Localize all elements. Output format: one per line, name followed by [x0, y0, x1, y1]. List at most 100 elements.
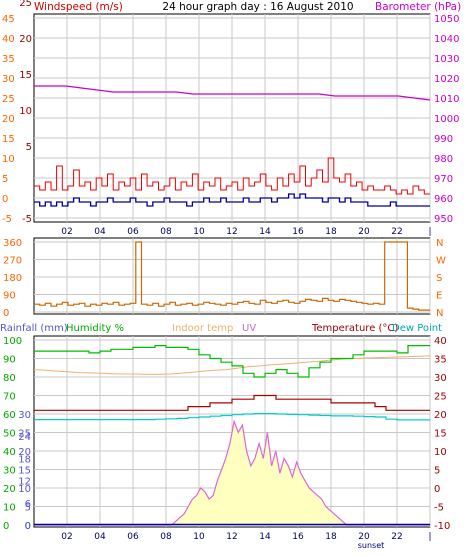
wind-tick-label-outer: 35 [2, 54, 15, 65]
wind-tick-label-inner: 10 [19, 106, 32, 117]
barometer-tick-label: 960 [434, 194, 453, 205]
compass-tick-label: N [436, 238, 443, 249]
direction-tick-label: 90 [3, 291, 16, 302]
humidity-tick-label: 80 [3, 373, 16, 384]
conditions-panel: 02 04 06 08 10 12 14 16 18 20 22 |sunset10090807060… [3, 335, 450, 550]
humidity-tick-label: 60 [3, 410, 16, 421]
barometer-tick-label: 1050 [434, 14, 459, 25]
wind-tick-label-outer: 30 [2, 74, 15, 85]
direction-tick-label: 270 [3, 256, 22, 267]
x-tick-label: 10 [193, 532, 205, 542]
barometer-tick-label: 990 [434, 134, 453, 145]
temperature-tick-label: 35 [434, 355, 447, 366]
wind-tick-label-inner: 5 [26, 142, 32, 153]
dew-point-label: Dew Point [392, 323, 442, 334]
uv-tick-label: 15 [18, 466, 31, 477]
windspeed-axis-title: Windspeed (m/s) [34, 1, 123, 13]
temperature-tick-label: 5 [434, 466, 440, 477]
direction-tick-label: 0 [3, 308, 9, 319]
humidity-tick-label: 90 [3, 355, 16, 366]
rainfall-tick-label: 12 [18, 477, 31, 488]
x-tick-label: 22 [391, 227, 402, 237]
x-tick-label: 08 [160, 532, 172, 542]
compass-tick-label: W [436, 256, 446, 267]
wind-tick-label-inner: 15 [19, 70, 32, 81]
humidity-tick-label: 40 [3, 447, 16, 458]
barometer-axis-title: Barometer (hPa) [375, 1, 461, 13]
wind-tick-label-inner: 25 [19, 0, 32, 9]
wind-panel: 0204060810121416182022|sunset45403530252… [2, 0, 459, 245]
humidity-line [34, 345, 430, 378]
rainfall-tick-label: 6 [25, 499, 31, 510]
sunset-annotation: sunset [358, 541, 385, 550]
uv-label: UV [242, 323, 256, 334]
wind-tick-label-inner: 20 [19, 34, 32, 45]
direction-tick-label: 360 [3, 238, 22, 249]
wind-tick-label-outer: 15 [2, 134, 15, 145]
windspeed-gust-line [34, 157, 430, 195]
wind-tick-label-outer: 20 [2, 114, 15, 125]
temperature-tick-label: 20 [434, 410, 447, 421]
temperature-tick-label: -10 [434, 521, 450, 532]
wind-tick-label-outer: 45 [2, 14, 15, 25]
x-tick-label: 18 [325, 227, 337, 237]
wind-direction-line [34, 241, 430, 311]
dew-point-line [34, 413, 430, 421]
x-tick-label: 16 [292, 532, 304, 542]
x-tick-label: 06 [127, 227, 139, 237]
barometer-tick-label: 1000 [434, 114, 459, 125]
barometer-tick-label: 950 [434, 214, 453, 225]
barometer-tick-label: 970 [434, 174, 453, 185]
rainfall-tick-label: 24 [18, 432, 31, 443]
direction-tick-label: 180 [3, 273, 22, 284]
wind-tick-label-outer: 5 [2, 174, 8, 185]
barometer-tick-label: 1010 [434, 94, 459, 105]
uv-tick-label: 0 [25, 521, 31, 532]
barometer-tick-label: 1030 [434, 54, 459, 65]
temperature-tick-label: 40 [434, 336, 447, 347]
compass-tick-label: N [436, 308, 443, 319]
x-tick-label: 14 [259, 532, 271, 542]
rainfall-axis-title: Rainfall (mm) [0, 323, 68, 334]
x-tick-label: 22 [391, 532, 402, 542]
x-tick-label: 04 [94, 532, 106, 542]
humidity-axis-title: Humidity % [66, 323, 124, 334]
humidity-tick-label: 50 [3, 429, 16, 440]
compass-tick-label: E [436, 291, 442, 302]
x-tick-label: 20 [358, 227, 370, 237]
rainfall-tick-label: 30 [18, 410, 31, 421]
humidity-tick-label: 0 [3, 521, 9, 532]
wind-tick-label-outer: -5 [2, 214, 12, 225]
x-tick-label: | [428, 532, 431, 542]
wind-tick-label-inner: -5 [22, 214, 32, 225]
x-tick-label: 14 [259, 227, 271, 237]
wind-tick-label-outer: 40 [2, 34, 15, 45]
temperature-line [34, 394, 430, 411]
x-tick-label: 12 [226, 532, 237, 542]
temperature-tick-label: 0 [434, 484, 440, 495]
humidity-tick-label: 30 [3, 466, 16, 477]
barometer-tick-label: 980 [434, 154, 453, 165]
x-tick-label: 10 [193, 227, 205, 237]
indoor-temp-line [33, 355, 431, 375]
barometer-tick-label: 1040 [434, 34, 459, 45]
temperature-tick-label: 30 [434, 373, 447, 384]
barometer-line [34, 85, 431, 101]
temperature-axis-title: Temperature (°C) [311, 323, 398, 334]
uv-tick-label: 5 [25, 503, 31, 514]
temperature-tick-label: -5 [434, 503, 444, 514]
wind-tick-label-outer: 0 [2, 194, 8, 205]
uv-tick-label: 20 [18, 447, 31, 458]
temperature-tick-label: 25 [434, 392, 447, 403]
x-tick-label: | [428, 227, 431, 237]
x-tick-label: 02 [61, 227, 72, 237]
humidity-tick-label: 20 [3, 484, 16, 495]
x-tick-label: 20 [358, 532, 370, 542]
uv-area [34, 421, 430, 525]
humidity-tick-label: 10 [3, 503, 16, 514]
x-tick-label: 02 [61, 532, 72, 542]
wind-tick-label-outer: 25 [2, 94, 15, 105]
chart-title: 24 hour graph day : 16 August 2010 [162, 1, 353, 13]
